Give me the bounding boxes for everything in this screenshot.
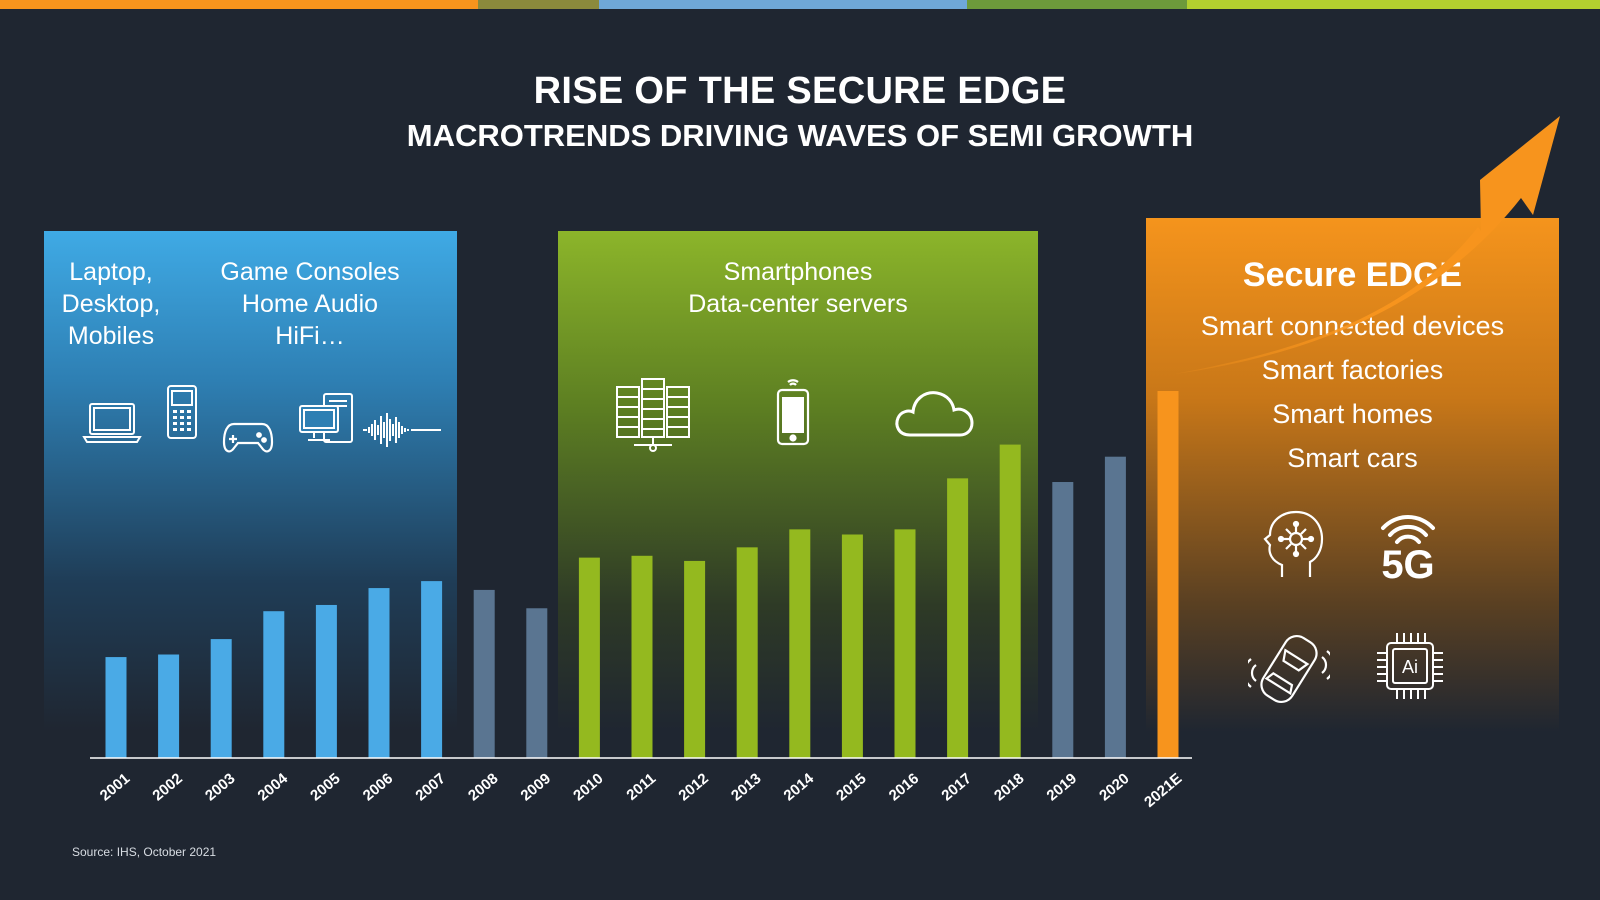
bar-2020	[1104, 456, 1126, 758]
bar-2009	[526, 608, 548, 758]
bar-2010	[578, 557, 600, 758]
bar-2014	[789, 529, 811, 758]
bar-2017	[947, 478, 969, 758]
bar-2011	[631, 555, 653, 758]
tick-label-2017: 2017	[938, 770, 974, 804]
bar-2015	[841, 534, 863, 758]
top-strip-lime	[1187, 0, 1600, 9]
5g-label: 5G	[1381, 543, 1434, 580]
tick-label-2014: 2014	[781, 770, 818, 805]
source-note: Source: IHS, October 2021	[72, 845, 217, 859]
text-line: Laptop,	[69, 258, 153, 286]
page-title: RISE OF THE SECURE EDGE	[533, 70, 1067, 112]
tick-label-2019: 2019	[1044, 770, 1080, 804]
orange-item-1: Smart connected devices	[1200, 311, 1505, 341]
tick-label-2006: 2006	[360, 770, 396, 804]
text-line: Desktop,	[61, 290, 161, 318]
bar-2003	[210, 639, 232, 758]
tick-label-2016: 2016	[886, 770, 922, 804]
tick-label-2009: 2009	[518, 770, 554, 804]
tick-label-2005: 2005	[307, 770, 343, 804]
tick-label-2018: 2018	[991, 770, 1027, 804]
tick-label-2020: 2020	[1096, 770, 1132, 804]
text-line: Mobiles	[67, 322, 155, 350]
bar-2013	[736, 547, 758, 758]
panel-pc-era: Laptop, Desktop, Mobiles Game Consoles H…	[44, 231, 457, 731]
orange-item-3: Smart homes	[1272, 399, 1433, 429]
tick-label-2004: 2004	[255, 770, 292, 805]
ai-chip-label: Ai	[1402, 657, 1418, 677]
bar-2021E	[1157, 391, 1179, 758]
text-line: Game Consoles	[220, 258, 400, 286]
bar-2005	[315, 604, 337, 758]
pc-era-devices-text: Laptop, Desktop, Mobiles	[56, 256, 166, 352]
game-controller-icon	[222, 422, 274, 453]
text-line: Data-center servers	[688, 290, 908, 318]
bar-2004	[263, 611, 285, 758]
5g-icon: 5G	[1381, 515, 1435, 580]
top-color-strip	[0, 0, 1600, 9]
tick-label-2015: 2015	[833, 770, 869, 804]
mobile-phone-icon	[167, 385, 197, 439]
orange-item-4: Smart cars	[1287, 443, 1418, 473]
secure-edge-heading: Secure EDGE	[1242, 256, 1463, 294]
top-strip-olive	[478, 0, 599, 9]
bar-2019	[1052, 482, 1074, 758]
bars-group	[105, 391, 1179, 758]
connected-car-icon	[1248, 634, 1330, 704]
top-strip-light-blue	[599, 0, 967, 9]
desktop-computer-icon	[299, 393, 353, 443]
bar-2018	[999, 444, 1021, 758]
top-strip-orange	[0, 0, 478, 9]
growth-arrow-icon	[1175, 116, 1560, 374]
mobile-cloud-text: Smartphones Data-center servers	[558, 256, 1038, 320]
x-tick-labels: 2001 2002 2003 2004 2005 2006 2007 2008 2009 2010…	[97, 770, 1185, 811]
bar-2002	[158, 654, 180, 758]
server-rack-icon	[616, 378, 690, 452]
tick-label-2011: 2011	[623, 770, 659, 804]
smartphone-icon	[776, 379, 810, 446]
top-strip-green	[967, 0, 1187, 9]
page-subtitle: MACROTRENDS DRIVING WAVES OF SEMI GROWTH	[406, 118, 1194, 153]
bar-2008	[473, 589, 495, 758]
tick-label-2003: 2003	[202, 770, 238, 804]
consumer-electronics-text: Game Consoles Home Audio HiFi…	[210, 256, 410, 352]
tick-label-2007: 2007	[412, 770, 448, 804]
tick-label-2021E: 2021E	[1141, 770, 1185, 811]
tick-label-2010: 2010	[570, 770, 606, 804]
laptop-icon	[82, 403, 142, 443]
bar-2007	[421, 581, 443, 758]
cloud-icon	[895, 391, 974, 437]
tick-label-2012: 2012	[675, 770, 711, 804]
bar-2016	[894, 529, 916, 758]
sound-wave-icon	[363, 413, 441, 447]
tick-label-2013: 2013	[728, 770, 764, 804]
tick-label-2001: 2001	[97, 770, 133, 804]
bar-2006	[368, 588, 390, 758]
ai-head-icon	[1263, 510, 1324, 577]
ai-chip-icon: Ai	[1377, 633, 1443, 699]
orange-item-2: Smart factories	[1261, 355, 1444, 385]
tick-label-2002: 2002	[149, 770, 185, 804]
text-line: Home Audio	[241, 290, 379, 318]
panel-secure-edge: Secure EDGE Smart connected devices Smar…	[1146, 218, 1559, 732]
bar-2001	[105, 657, 127, 758]
tick-label-2008: 2008	[465, 770, 501, 804]
bar-2012	[684, 560, 706, 758]
text-line: Smartphones	[723, 258, 873, 286]
text-line: HiFi…	[275, 322, 345, 350]
